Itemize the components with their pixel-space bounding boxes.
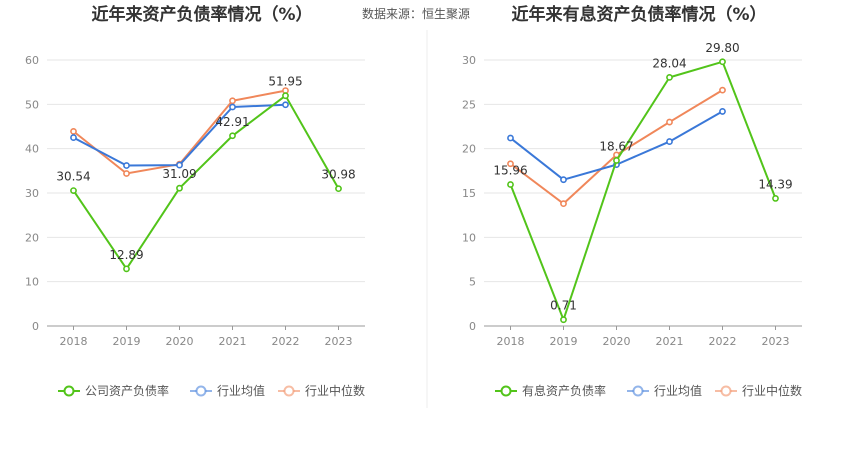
data-label: 0.71	[550, 299, 577, 313]
x-tick-label: 2023	[325, 335, 353, 348]
data-label: 14.39	[758, 177, 792, 191]
data-point	[666, 73, 673, 81]
data-point	[176, 161, 183, 169]
legend-label: 行业均值	[217, 383, 265, 398]
chart-left-plot: 0 10 20 30 40 50 60 2018 2019 2020 2021 2022 2023 30.…	[25, 54, 365, 398]
legend-swatch-marker	[500, 385, 512, 397]
legend-item[interactable]: 有息资产负债率	[495, 383, 606, 398]
x-tick-label: 2021	[656, 335, 684, 348]
data-point	[70, 127, 77, 135]
y-tick-label: 50	[25, 98, 39, 111]
x-tick-label: 2023	[762, 335, 790, 348]
x-tick-label: 2022	[272, 335, 300, 348]
chart-right-plot: 0 5 10 15 20 25 30 2018 2019 2020 2021 2022 2023 15.9…	[462, 41, 802, 398]
legend-label: 公司资产负债率	[85, 383, 169, 398]
y-tick-label: 30	[25, 187, 39, 200]
data-source-label: 数据来源：恒生聚源	[362, 6, 470, 21]
data-label: 29.80	[705, 41, 739, 55]
data-label: 18.67	[599, 139, 633, 153]
x-tick-label: 2020	[603, 335, 631, 348]
data-point	[560, 316, 567, 324]
y-tick-label: 10	[25, 276, 39, 289]
legend-label: 有息资产负债率	[522, 383, 606, 398]
data-point	[282, 92, 289, 100]
y-tick-label: 25	[462, 98, 476, 111]
legend-label: 行业中位数	[305, 383, 365, 398]
x-tick-label: 2021	[219, 335, 247, 348]
data-point	[666, 138, 673, 145]
data-point	[666, 118, 673, 126]
chart-title-left: 近年来资产负债率情况（%）	[91, 4, 312, 25]
legend-item[interactable]: 行业均值	[190, 383, 265, 398]
legend-swatch-marker	[195, 385, 207, 397]
y-tick-label: 10	[462, 231, 476, 244]
legend-item[interactable]: 行业中位数	[278, 383, 365, 398]
y-tick-label: 40	[25, 143, 39, 156]
y-tick-label: 5	[469, 276, 476, 289]
y-tick-label: 60	[25, 54, 39, 67]
data-point	[176, 184, 183, 192]
y-tick-label: 15	[462, 187, 476, 200]
x-tick-label: 2020	[166, 335, 194, 348]
legend-swatch-marker	[720, 385, 732, 397]
data-label: 42.91	[215, 115, 249, 129]
data-point	[123, 162, 130, 169]
x-tick-label: 2022	[709, 335, 737, 348]
data-point	[282, 101, 289, 109]
data-point	[123, 265, 130, 273]
data-label: 15.96	[493, 163, 527, 177]
data-point	[613, 157, 620, 164]
x-tick-label: 2018	[60, 335, 88, 348]
data-label: 31.09	[162, 167, 196, 181]
y-tick-label: 20	[462, 143, 476, 156]
data-point	[229, 132, 236, 140]
data-label: 12.89	[109, 248, 143, 262]
data-point	[560, 176, 567, 184]
y-tick-label: 30	[462, 54, 476, 67]
y-tick-label: 0	[32, 320, 39, 333]
y-tick-label: 0	[469, 320, 476, 333]
legend-swatch-marker	[283, 385, 295, 397]
data-point	[507, 181, 514, 188]
legend-label: 行业中位数	[742, 383, 802, 398]
data-point	[229, 103, 236, 111]
legend-swatch-marker	[632, 385, 644, 397]
data-point	[560, 200, 567, 208]
data-point	[335, 185, 342, 193]
data-point	[123, 170, 130, 177]
data-label: 28.04	[652, 56, 686, 70]
data-point	[507, 160, 514, 168]
data-label: 30.98	[321, 168, 355, 182]
data-point	[507, 134, 514, 142]
series-line	[72, 94, 340, 270]
data-point	[719, 58, 726, 66]
legend-item[interactable]: 行业均值	[627, 383, 702, 398]
x-tick-label: 2019	[550, 335, 578, 348]
data-point	[719, 86, 726, 94]
data-point	[70, 134, 77, 141]
data-point	[719, 108, 726, 115]
data-point	[229, 97, 236, 105]
data-label: 51.95	[268, 75, 302, 89]
data-point	[70, 187, 77, 195]
legend-item[interactable]: 公司资产负债率	[58, 383, 169, 398]
chart-title-right: 近年来有息资产负债率情况（%）	[511, 4, 766, 25]
legend-label: 行业均值	[654, 383, 702, 398]
legend-swatch-marker	[63, 385, 75, 397]
x-tick-label: 2018	[497, 335, 525, 348]
x-tick-label: 2019	[113, 335, 141, 348]
y-tick-label: 20	[25, 231, 39, 244]
data-label: 30.54	[56, 170, 90, 184]
data-point	[772, 195, 779, 202]
series-line	[509, 60, 777, 321]
legend-item[interactable]: 行业中位数	[715, 383, 802, 398]
